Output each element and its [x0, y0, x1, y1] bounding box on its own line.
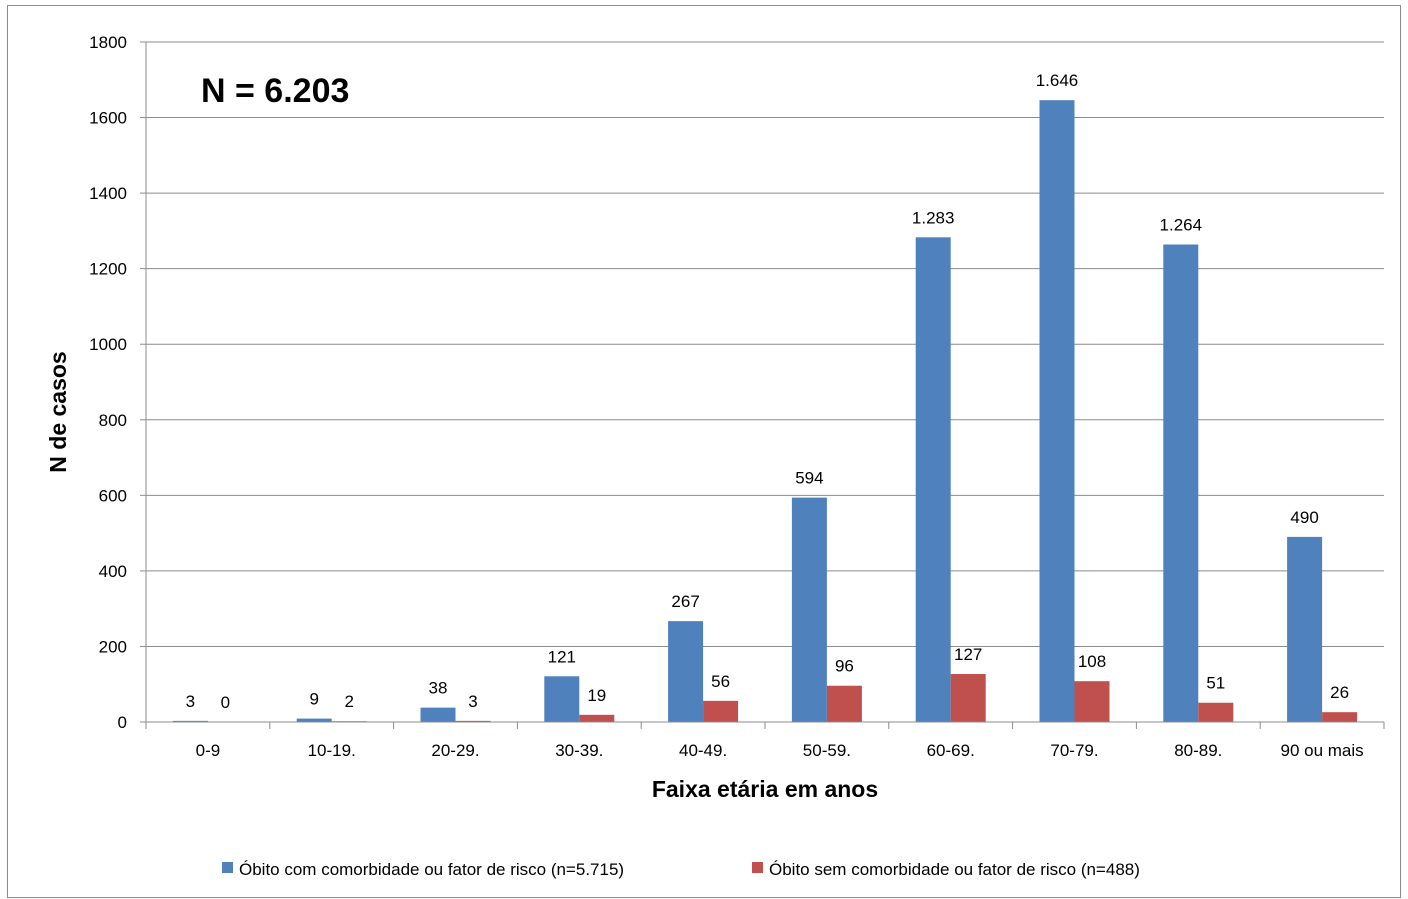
y-axis-label: N de casos: [45, 351, 71, 472]
y-tick-label: 1000: [89, 335, 127, 354]
x-tick-label: 90 ou mais: [1281, 741, 1364, 760]
data-label: 26: [1330, 683, 1349, 702]
y-axis-ticks: 0 200 400 600 800 1000 1200 1400 1600 1800: [89, 33, 146, 732]
y-tick-label: 200: [99, 637, 127, 656]
bar-without-comorbidity: [950, 674, 986, 722]
data-label: 96: [835, 657, 854, 676]
y-tick-label: 1400: [89, 184, 127, 203]
bar-with-comorbidity: [1039, 100, 1075, 722]
x-tick-label: 30-39.: [555, 741, 603, 760]
data-label: 490: [1290, 508, 1318, 527]
bar-without-comorbidity: [1322, 712, 1358, 722]
bar-with-comorbidity: [791, 497, 827, 722]
legend-label: Óbito sem comorbidade ou fator de risco …: [769, 860, 1140, 879]
legend-swatch: [752, 862, 763, 873]
data-label: 1.283: [912, 208, 955, 227]
x-tick-label: 60-69.: [927, 741, 975, 760]
y-tick-label: 400: [99, 562, 127, 581]
data-label: 9: [309, 690, 318, 709]
data-label: 51: [1206, 674, 1225, 693]
x-tick-label: 10-19.: [308, 741, 356, 760]
data-label: 3: [186, 692, 195, 711]
legend-label: Óbito com comorbidade ou fator de risco …: [239, 860, 624, 879]
bar-without-comorbidity: [579, 714, 615, 722]
x-tick-label: 80-89.: [1174, 741, 1222, 760]
y-tick-label: 600: [99, 486, 127, 505]
bar-with-comorbidity: [544, 676, 580, 722]
data-label: 19: [587, 686, 606, 705]
y-tick-label: 1800: [89, 33, 127, 52]
bar-with-comorbidity: [1287, 536, 1323, 722]
bar-with-comorbidity: [296, 718, 332, 722]
x-tick-label: 70-79.: [1050, 741, 1098, 760]
x-axis-label: Faixa etária em anos: [652, 776, 878, 802]
bar-with-comorbidity: [420, 707, 456, 722]
legend-swatch: [222, 862, 233, 873]
data-label: 594: [795, 469, 823, 488]
bar-without-comorbidity: [703, 700, 739, 722]
bar-without-comorbidity: [826, 685, 862, 722]
data-label: 2: [344, 692, 353, 711]
bars: [172, 100, 1358, 723]
bar-without-comorbidity: [1198, 702, 1234, 722]
x-tick-label: 40-49.: [679, 741, 727, 760]
y-tick-label: 0: [118, 713, 127, 732]
bar-with-comorbidity: [668, 621, 704, 722]
data-label: 0: [221, 693, 230, 712]
legend: Óbito com comorbidade ou fator de risco …: [222, 860, 1140, 879]
x-axis: 0-9 10-19. 20-29. 30-39. 40-49. 50-59. 60-69. 7…: [145, 42, 1385, 760]
bar-with-comorbidity: [915, 237, 951, 723]
x-tick-label: 50-59.: [803, 741, 851, 760]
annotation-total: N = 6.203: [201, 72, 349, 110]
x-tick-label: 0-9: [196, 741, 221, 760]
data-label: 127: [954, 645, 982, 664]
bar-with-comorbidity: [172, 720, 208, 722]
data-label: 38: [429, 679, 448, 698]
data-label: 121: [548, 647, 576, 666]
bar-without-comorbidity: [455, 720, 491, 722]
data-label: 3: [468, 692, 477, 711]
y-tick-label: 800: [99, 411, 127, 430]
data-label: 56: [711, 672, 730, 691]
data-label: 267: [671, 592, 699, 611]
data-label: 1.646: [1036, 71, 1079, 90]
x-tick-label: 20-29.: [431, 741, 479, 760]
data-label: 1.264: [1160, 215, 1203, 234]
bar-labels: 3 9 38 121 267 594 1.283 1.646 1.264 490 0 2 3 19 56 96…: [186, 71, 1349, 712]
data-label: 108: [1078, 652, 1106, 671]
bar-with-comorbidity: [1163, 244, 1199, 722]
bar-without-comorbidity: [1074, 681, 1110, 722]
y-tick-label: 1600: [89, 109, 127, 128]
y-tick-label: 1200: [89, 260, 127, 279]
